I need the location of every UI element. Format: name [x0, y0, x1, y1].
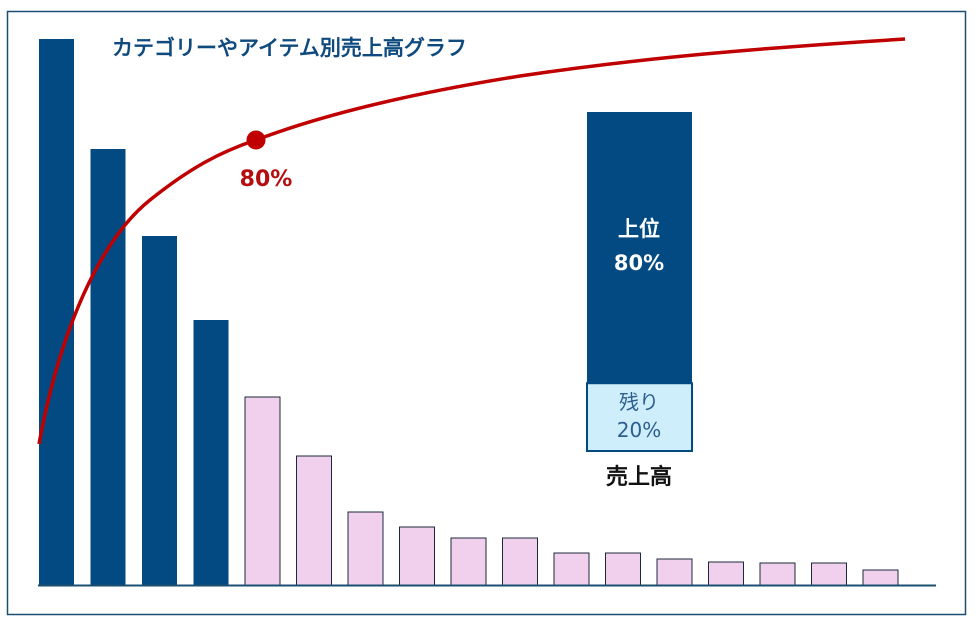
bar-10 [502, 537, 538, 586]
bar-14 [708, 561, 744, 586]
chart-title: カテゴリーやアイテム別売上高グラフ [112, 36, 467, 60]
segment-rest-label: 残り [619, 390, 659, 414]
bar-17 [862, 569, 899, 586]
segment-top-label: 上位 [618, 217, 660, 241]
bar-5 [244, 396, 281, 586]
bars-group [39, 39, 899, 586]
bar-12 [605, 552, 641, 586]
stacked-share-bar: 上位 80% 残り 20% 売上高 [586, 112, 693, 490]
bar-7 [347, 511, 384, 586]
cumulative-curve [37, 37, 906, 445]
cumulative-80-marker [246, 130, 266, 150]
segment-rest [586, 382, 693, 453]
bar-16 [811, 562, 847, 586]
segment-top-value: 80% [614, 251, 664, 275]
segment-rest-value: 20% [617, 418, 661, 442]
bar-1 [39, 39, 74, 585]
stacked-bar-xlabel: 売上高 [606, 464, 672, 490]
bar-13 [656, 558, 693, 586]
bar-6 [296, 455, 332, 586]
bar-15 [759, 562, 796, 586]
bar-8 [399, 526, 435, 586]
bar-9 [450, 537, 487, 586]
marker-label: 80% [240, 167, 293, 192]
bar-4 [193, 320, 229, 585]
bar-11 [553, 552, 590, 586]
segment-top [587, 112, 692, 384]
bar-2 [90, 149, 126, 585]
bar-3 [142, 236, 177, 585]
